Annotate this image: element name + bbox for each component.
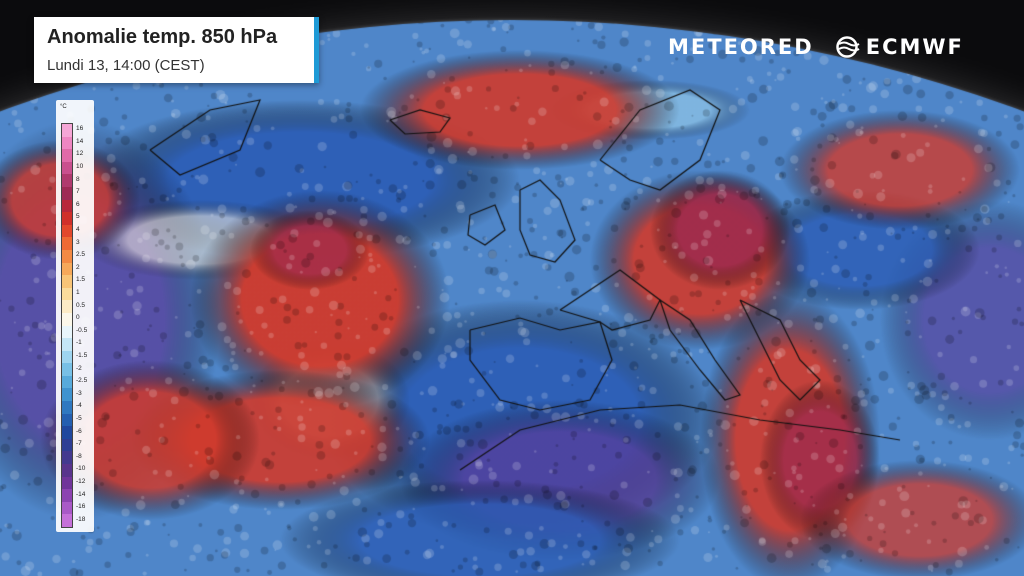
legend-label: 1 bbox=[76, 289, 80, 297]
legend-label: -2 bbox=[76, 364, 82, 372]
legend-swatch bbox=[62, 363, 72, 376]
legend-swatch bbox=[62, 476, 72, 490]
legend-label: -18 bbox=[76, 515, 86, 523]
legend-swatch bbox=[62, 287, 72, 301]
legend-swatch bbox=[62, 325, 72, 339]
map-title: Anomalie temp. 850 hPa bbox=[47, 26, 278, 48]
legend-swatch bbox=[62, 300, 72, 313]
legend-swatch bbox=[62, 199, 72, 213]
legend-label: 7 bbox=[76, 188, 80, 196]
legend-label: 0 bbox=[76, 314, 80, 322]
legend-label: 3 bbox=[76, 238, 80, 246]
legend-swatch bbox=[62, 350, 72, 364]
legend-swatch bbox=[62, 489, 72, 502]
legend-swatch bbox=[62, 388, 72, 402]
legend-label: -14 bbox=[76, 490, 86, 498]
legend-label: -1 bbox=[76, 339, 82, 347]
legend-label: 2 bbox=[76, 263, 80, 271]
legend-swatch bbox=[62, 338, 72, 351]
legend-swatch bbox=[62, 375, 72, 389]
legend-label: -1.5 bbox=[76, 351, 88, 359]
legend-label: -0.5 bbox=[76, 326, 88, 334]
legend-swatch bbox=[62, 312, 72, 326]
legend-swatch bbox=[62, 186, 72, 200]
ecmwf-logo-icon bbox=[835, 36, 860, 58]
legend-color-bar bbox=[61, 123, 73, 528]
legend-label: 2.5 bbox=[76, 251, 86, 259]
legend-label: 16 bbox=[76, 125, 84, 133]
legend-swatch bbox=[62, 149, 72, 162]
title-panel: Anomalie temp. 850 hPa Lundi 13, 14:00 (… bbox=[34, 17, 319, 83]
legend-swatch bbox=[62, 212, 72, 225]
color-scale-legend: °C 16 14 12 10 8 7 6 5 4 3 2.5 2 1.5 1 0.5 0 -0.5 -1 -1.5 -… bbox=[56, 100, 94, 532]
legend-swatch bbox=[62, 174, 72, 187]
legend-swatch bbox=[62, 237, 72, 250]
legend-label: -8 bbox=[76, 452, 82, 460]
legend-swatch bbox=[62, 401, 72, 414]
legend-label: 10 bbox=[76, 163, 84, 171]
legend-label: 1.5 bbox=[76, 276, 86, 284]
legend-swatch bbox=[62, 224, 72, 238]
legend-swatch bbox=[62, 124, 72, 137]
legend-label: -2.5 bbox=[76, 377, 88, 385]
legend-swatch bbox=[62, 249, 72, 263]
legend-label: 0.5 bbox=[76, 301, 86, 309]
legend-swatch bbox=[62, 451, 72, 465]
legend-swatch bbox=[62, 275, 72, 288]
legend-label: -4 bbox=[76, 402, 82, 410]
legend-label: -3 bbox=[76, 389, 82, 397]
legend-label: 12 bbox=[76, 150, 84, 158]
meteored-logo: METEORED bbox=[668, 35, 814, 59]
legend-swatch bbox=[62, 136, 72, 150]
legend-label: 14 bbox=[76, 137, 84, 145]
legend-label: -16 bbox=[76, 503, 86, 511]
legend-label: -5 bbox=[76, 414, 82, 422]
legend-labels: 16 14 12 10 8 7 6 5 4 3 2.5 2 1.5 1 0.5 0 -0.5 -1 -1.5 -2 -2… bbox=[76, 123, 94, 526]
legend-swatch bbox=[62, 161, 72, 175]
legend-label: 5 bbox=[76, 213, 80, 221]
logo-bar: METEORED ECMWF bbox=[668, 34, 964, 60]
legend-label: 6 bbox=[76, 200, 80, 208]
legend-swatch bbox=[62, 438, 72, 452]
legend-swatch bbox=[62, 514, 72, 527]
legend-label: -10 bbox=[76, 465, 86, 473]
legend-swatch bbox=[62, 262, 72, 276]
legend-label: 4 bbox=[76, 226, 80, 234]
legend-unit: °C bbox=[60, 104, 67, 110]
legend-label: -6 bbox=[76, 427, 82, 435]
legend-label: 8 bbox=[76, 175, 80, 183]
legend-label: -12 bbox=[76, 477, 86, 485]
legend-swatch bbox=[62, 413, 72, 427]
legend-swatch bbox=[62, 464, 72, 477]
map-subtitle: Lundi 13, 14:00 (CEST) bbox=[47, 57, 205, 74]
legend-swatch bbox=[62, 501, 72, 515]
legend-label: -7 bbox=[76, 440, 82, 448]
legend-swatch bbox=[62, 426, 72, 439]
ecmwf-logo: ECMWF bbox=[865, 35, 964, 59]
